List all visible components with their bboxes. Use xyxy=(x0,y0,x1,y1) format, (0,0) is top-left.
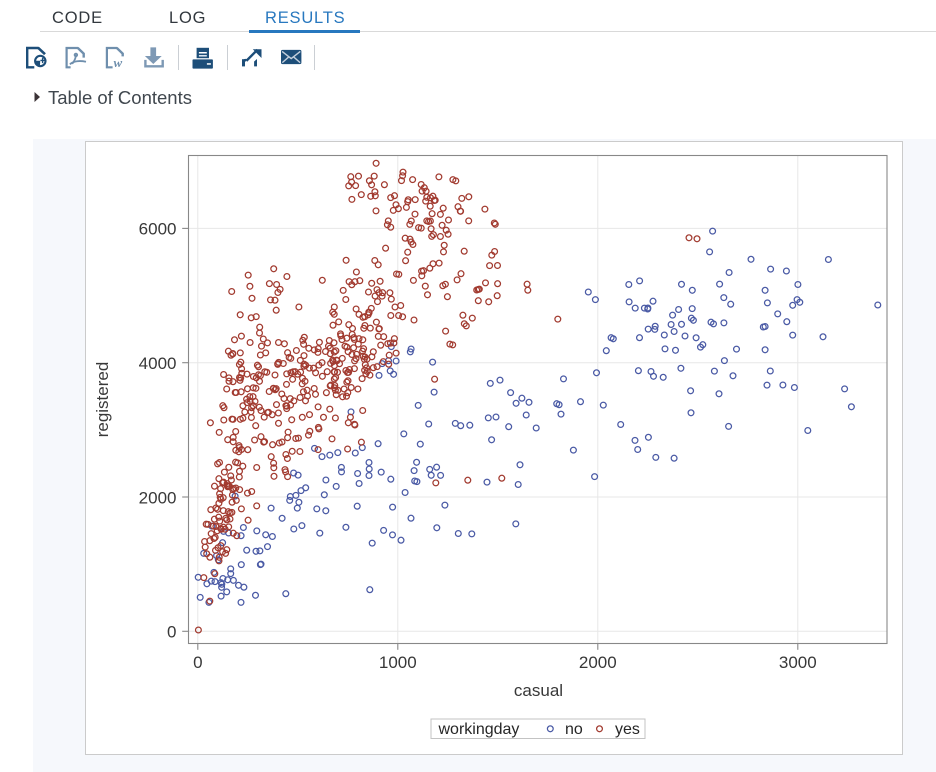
svg-text:w: w xyxy=(113,55,122,70)
svg-text:workingday: workingday xyxy=(438,721,520,738)
svg-text:0: 0 xyxy=(193,653,202,672)
svg-text:3000: 3000 xyxy=(779,653,817,672)
svg-text:2000: 2000 xyxy=(139,488,177,507)
svg-text:casual: casual xyxy=(514,681,563,700)
svg-text:no: no xyxy=(565,721,583,738)
svg-text:yes: yes xyxy=(615,721,640,738)
svg-text:registered: registered xyxy=(93,362,112,438)
svg-text:4000: 4000 xyxy=(139,354,177,373)
svg-text:1000: 1000 xyxy=(379,653,417,672)
svg-text:6000: 6000 xyxy=(139,220,177,239)
svg-text:0: 0 xyxy=(167,623,176,642)
svg-text:2000: 2000 xyxy=(579,653,617,672)
